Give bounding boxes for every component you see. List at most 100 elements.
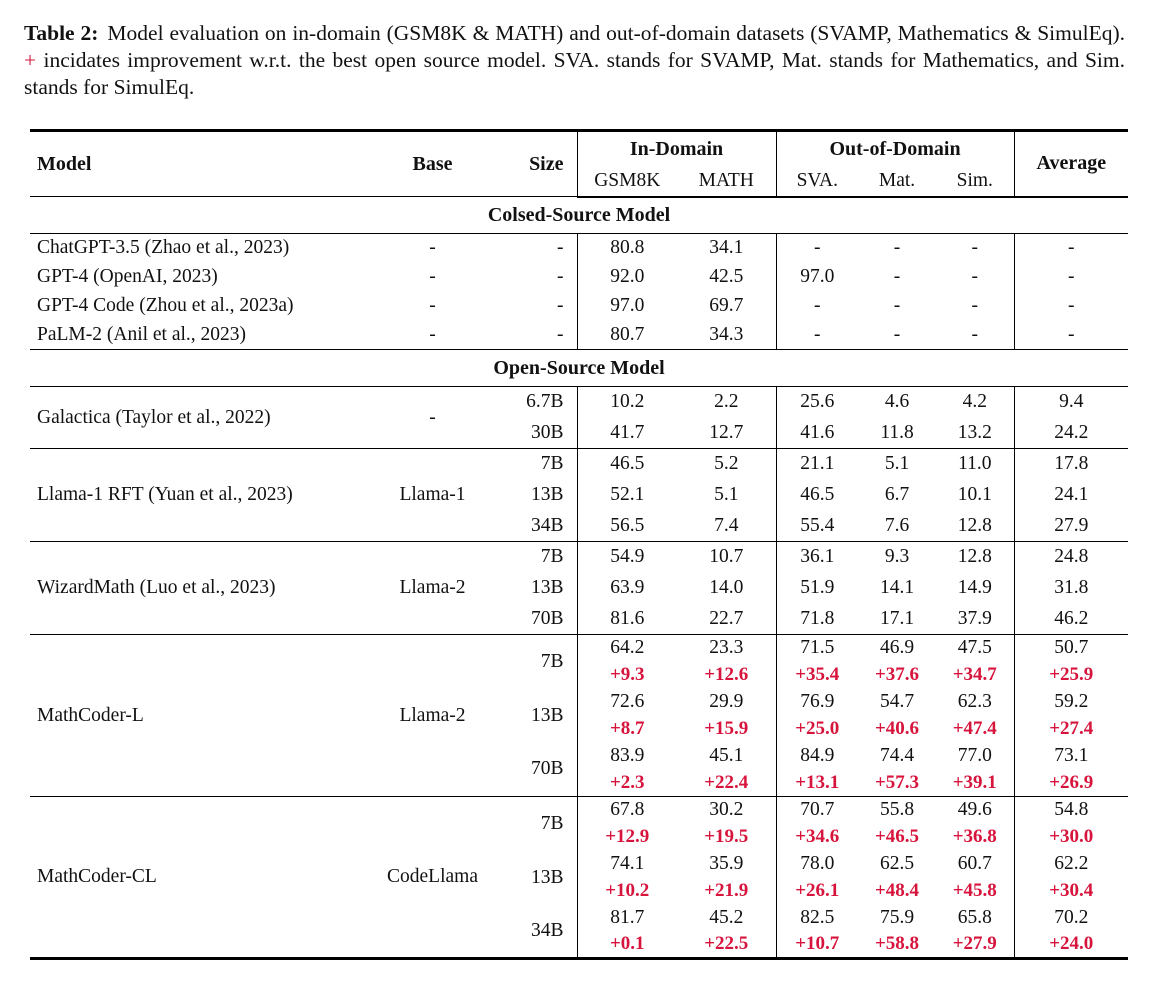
size-cell: 13B: [530, 704, 564, 726]
score-cell: -: [893, 323, 901, 345]
score-cell: 10.1: [957, 484, 992, 505]
score-cell: 80.8: [576, 233, 677, 263]
improvement-cell: +39.1: [952, 771, 997, 793]
score-cell: -: [775, 291, 859, 321]
section-header-row: Open-Source Model: [30, 349, 1129, 387]
score-cell: 22.7: [709, 607, 744, 629]
score-cell: 63.9: [576, 572, 677, 604]
score-cell: 71.8: [775, 603, 859, 635]
base-model-cell: CodeLlama: [385, 796, 480, 959]
score-cell: 67.8: [576, 796, 677, 824]
col-header-math: MATH: [677, 166, 777, 198]
section-title: Colsed-Source Model: [30, 196, 1129, 234]
base-model-cell: -: [429, 237, 436, 259]
header-row-datasets: GSM8K MATH SVA. Mat. Sim.: [30, 166, 1128, 198]
score-cell: 24.1: [1013, 479, 1129, 511]
table-row: Llama-1 RFT (Yuan et al., 2023) Llama-1 7B…: [30, 448, 1129, 542]
col-header-sva: SVA.: [775, 166, 859, 198]
caption-text-after-plus: incidates improvement w.r.t. the best op…: [24, 48, 1125, 99]
caption-label: Table 2:: [24, 21, 99, 45]
score-cell: 4.2: [962, 391, 987, 413]
score-cell: 52.1: [576, 479, 677, 511]
score-cell: 31.8: [1013, 572, 1129, 604]
score-cell: 78.0: [775, 850, 859, 878]
model-name-cell: MathCoder-L: [30, 634, 385, 797]
results-table: Model Base Size In-Domain Out-of-Domain …: [30, 129, 1129, 960]
improvement-cell: +48.4: [874, 880, 920, 901]
score-cell: -: [775, 233, 859, 263]
score-cell: 24.8: [1013, 541, 1129, 573]
improvement-cell: +58.8: [874, 933, 920, 955]
improvement-cell: +30.4: [1013, 877, 1129, 905]
improvement-cell: +40.6: [874, 718, 920, 739]
col-header-model: Model: [37, 152, 92, 175]
model-name-cell: ChatGPT-3.5 (Zhao et al., 2023): [37, 237, 290, 259]
score-cell: 46.9: [858, 634, 937, 662]
score-cell: 55.8: [858, 796, 937, 824]
col-header-sim: Sim.: [936, 166, 1015, 198]
col-header-mat: Mat.: [858, 166, 937, 198]
score-cell: 49.6: [936, 796, 1015, 824]
col-header-average: Average: [1013, 130, 1129, 198]
score-cell: 47.5: [936, 634, 1015, 662]
improvement-cell: +47.4: [952, 718, 997, 739]
score-cell: 54.9: [576, 541, 677, 573]
score-cell: 12.7: [709, 421, 744, 443]
improvement-cell: +27.9: [952, 933, 997, 955]
score-cell: 83.9: [576, 742, 677, 770]
model-name-cell: MathCoder-CL: [30, 796, 385, 959]
table-row: GPT-4 (OpenAI, 2023) - -92.0 42.5 97.0- - -: [30, 262, 1129, 292]
table-row: MathCoder-L Llama-2 7B 64.2 23.3 71.5 46.9 47.5…: [30, 634, 1129, 797]
caption-plus-symbol: +: [24, 48, 37, 72]
score-cell: 46.2: [1013, 603, 1129, 635]
size-cell: 34B: [530, 919, 564, 941]
score-cell: 81.6: [576, 603, 677, 635]
score-cell: 77.0: [957, 745, 992, 766]
score-cell: 60.7: [957, 853, 992, 874]
base-model-cell: Llama-2: [385, 634, 480, 797]
score-cell: -: [971, 266, 979, 287]
score-cell: 2.2: [714, 391, 739, 413]
score-cell: 62.5: [879, 853, 915, 874]
score-cell: 42.5: [709, 266, 744, 287]
improvement-cell: +12.9: [576, 823, 677, 851]
score-cell: 11.8: [880, 421, 914, 443]
model-name-cell: GPT-4 (OpenAI, 2023): [37, 266, 218, 287]
table-row: Galactica (Taylor et al., 2022) - 6.7B 10.2…: [30, 386, 1129, 428]
size-cell: 6.7B: [526, 391, 564, 413]
base-model-cell: -: [429, 295, 436, 316]
model-name-cell: WizardMath (Luo et al., 2023): [30, 541, 385, 635]
score-cell: 97.0: [576, 291, 677, 321]
score-cell: 36.1: [775, 541, 859, 573]
table-row: MathCoder-CL CodeLlama 7B 67.8 30.2 70.7 55.8 4…: [30, 796, 1129, 959]
score-cell: 73.1: [1013, 742, 1129, 770]
size-cell: 7B: [480, 541, 577, 573]
improvement-row: +0.1 +22.5 +10.7 +58.8 +27.9 +24.0: [30, 931, 1129, 959]
score-cell: 5.1: [858, 448, 937, 480]
base-model-cell: Llama-1: [385, 448, 480, 542]
score-cell: 6.7: [884, 484, 910, 505]
score-cell: 92.0: [576, 262, 677, 292]
score-cell: 75.9: [879, 907, 915, 928]
table-row: ChatGPT-3.5 (Zhao et al., 2023) - -80.8 34.…: [30, 233, 1129, 263]
model-name-cell: PaLM-2 (Anil et al., 2023): [37, 323, 247, 345]
improvement-cell: +12.6: [704, 664, 749, 685]
improvement-cell: +45.8: [952, 880, 997, 901]
base-model-cell: -: [429, 406, 436, 428]
improvement-cell: +35.4: [775, 661, 859, 689]
score-cell: 59.2: [1013, 688, 1129, 716]
improvement-cell: +21.9: [704, 880, 749, 901]
score-cell: -: [893, 266, 901, 287]
score-cell: 64.2: [576, 634, 677, 662]
score-cell: -: [1013, 233, 1129, 263]
improvement-row: +2.3 +22.4 +13.1 +57.3 +39.1 +26.9: [30, 769, 1129, 797]
score-cell: 37.9: [957, 607, 992, 629]
improvement-cell: +10.2: [576, 877, 677, 905]
score-cell: 84.9: [775, 742, 859, 770]
size-cell: 7B: [480, 448, 577, 480]
score-cell: 17.1: [879, 607, 915, 629]
improvement-cell: +26.1: [775, 877, 859, 905]
score-cell: 10.7: [677, 541, 777, 573]
table-row: 13B 63.9 14.0 51.9 14.1 14.9 31.8: [30, 572, 1129, 604]
score-cell: 24.2: [1013, 417, 1129, 449]
